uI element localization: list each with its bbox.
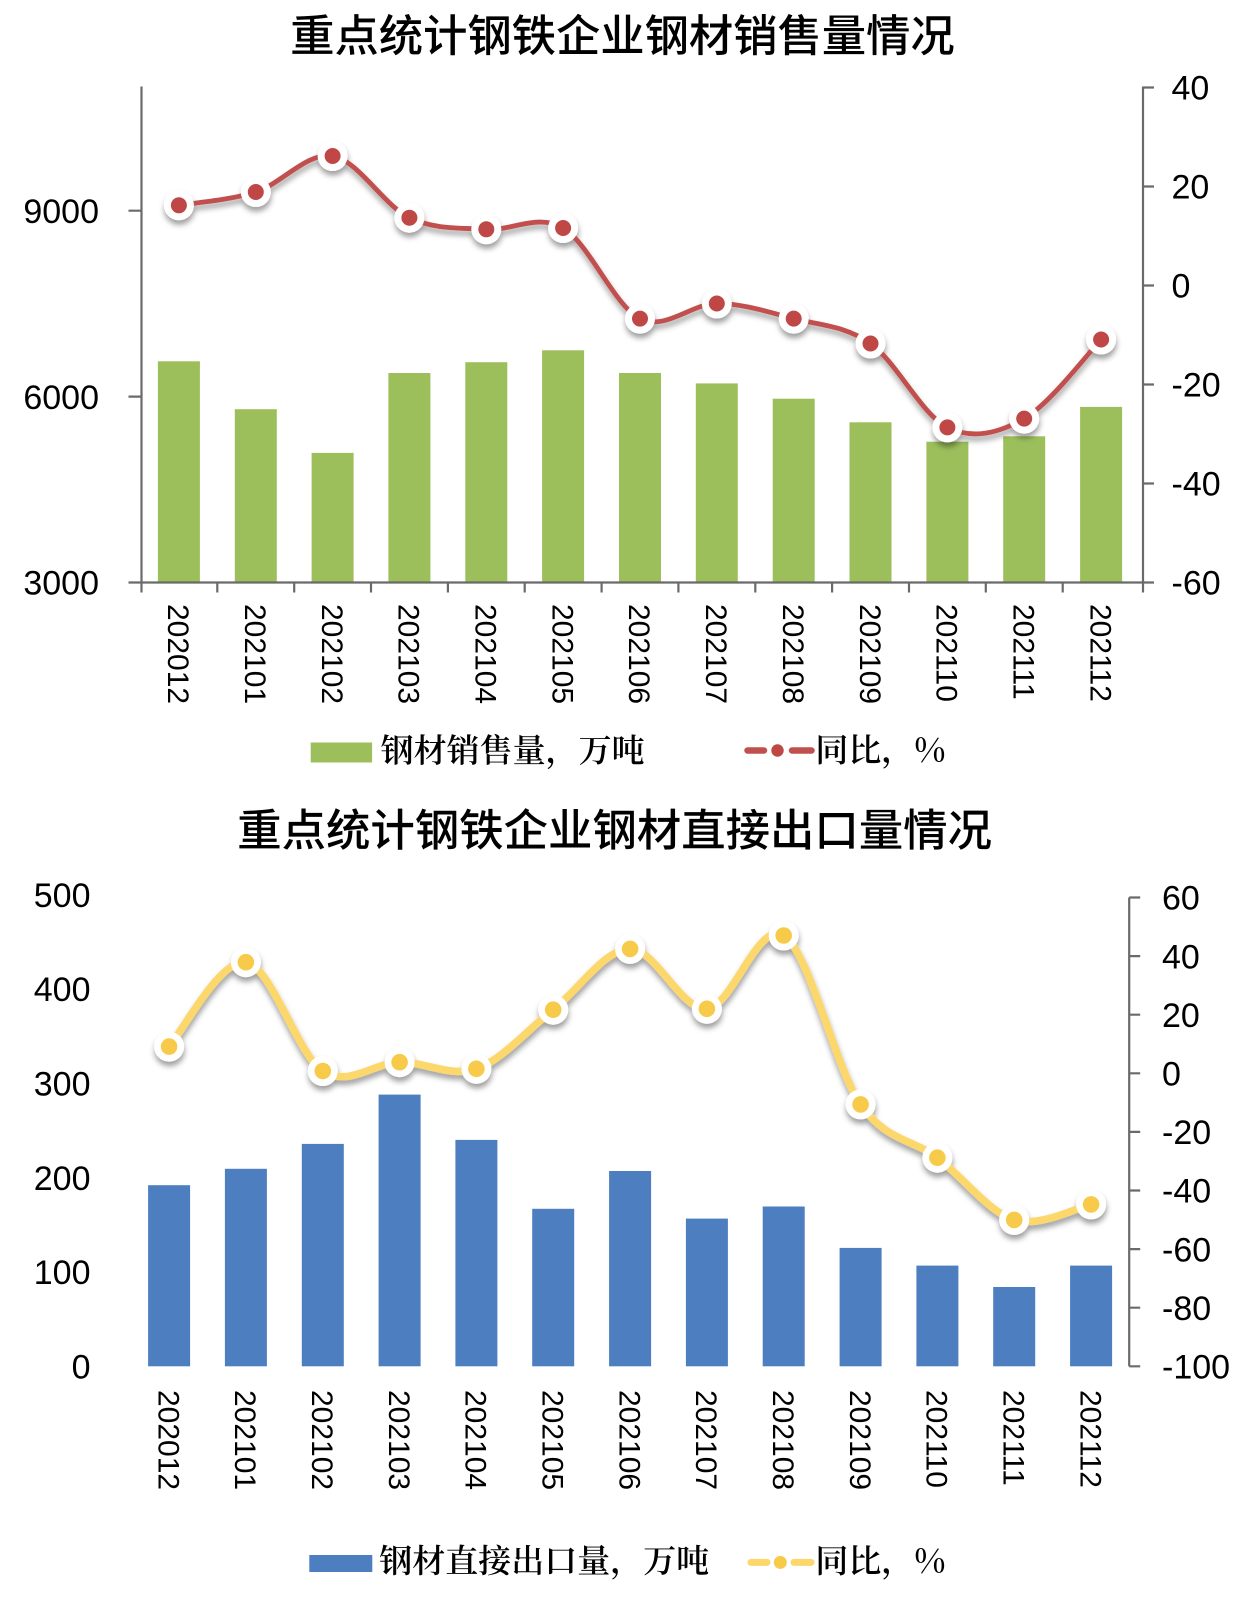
svg-text:9000: 9000	[23, 193, 99, 231]
svg-text:202103: 202103	[382, 1390, 415, 1490]
svg-text:100: 100	[34, 1254, 91, 1292]
svg-text:202107: 202107	[699, 604, 732, 704]
svg-text:202104: 202104	[469, 604, 502, 704]
svg-text:20: 20	[1172, 169, 1210, 207]
svg-text:202101: 202101	[228, 1390, 261, 1490]
svg-text:20: 20	[1162, 997, 1200, 1035]
svg-text:202105: 202105	[545, 604, 578, 704]
svg-text:202108: 202108	[766, 1390, 799, 1490]
svg-text:-40: -40	[1162, 1173, 1211, 1211]
svg-text:202111: 202111	[996, 1390, 1029, 1486]
svg-text:400: 400	[34, 971, 91, 1009]
svg-text:202101: 202101	[238, 604, 271, 704]
svg-text:202109: 202109	[843, 1390, 876, 1490]
svg-text:202102: 202102	[315, 604, 348, 704]
svg-text:-60: -60	[1172, 565, 1221, 603]
svg-text:60: 60	[1162, 880, 1200, 918]
svg-text:0: 0	[1172, 268, 1191, 306]
svg-text:-20: -20	[1172, 367, 1221, 405]
svg-text:0: 0	[72, 1349, 91, 1387]
svg-text:40: 40	[1172, 70, 1210, 108]
svg-text:-20: -20	[1162, 1114, 1211, 1152]
svg-text:0: 0	[1162, 1056, 1181, 1094]
svg-text:-40: -40	[1172, 466, 1221, 504]
svg-text:202112: 202112	[1073, 1390, 1106, 1488]
svg-text:202012: 202012	[161, 604, 194, 704]
svg-text:202106: 202106	[622, 604, 655, 704]
svg-text:202106: 202106	[612, 1390, 645, 1490]
svg-text:3000: 3000	[23, 565, 99, 603]
svg-text:202110: 202110	[930, 604, 963, 702]
svg-text:202105: 202105	[536, 1390, 569, 1490]
svg-text:-100: -100	[1162, 1349, 1230, 1387]
svg-text:202104: 202104	[459, 1390, 492, 1490]
svg-text:202111: 202111	[1007, 604, 1040, 700]
svg-text:40: 40	[1162, 938, 1200, 976]
svg-text:202112: 202112	[1083, 604, 1116, 702]
svg-text:202108: 202108	[776, 604, 809, 704]
svg-text:202107: 202107	[689, 1390, 722, 1490]
svg-text:6000: 6000	[23, 379, 99, 417]
svg-text:202102: 202102	[305, 1390, 338, 1490]
svg-text:-80: -80	[1162, 1290, 1211, 1328]
svg-text:202103: 202103	[392, 604, 425, 704]
svg-text:-60: -60	[1162, 1231, 1211, 1269]
svg-text:202012: 202012	[151, 1390, 184, 1490]
svg-text:300: 300	[34, 1066, 91, 1104]
svg-text:202110: 202110	[920, 1390, 953, 1488]
svg-text:500: 500	[34, 877, 91, 915]
svg-text:200: 200	[34, 1160, 91, 1198]
svg-text:202109: 202109	[853, 604, 886, 704]
